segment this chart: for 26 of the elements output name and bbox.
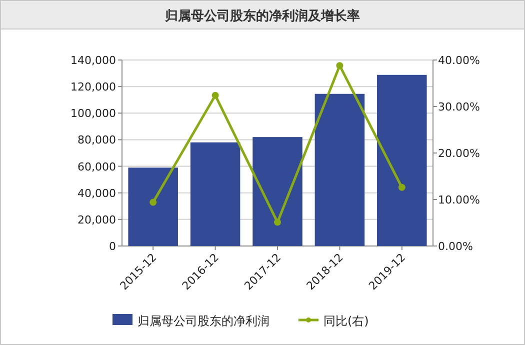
y-tick-label: 20,000 bbox=[78, 213, 116, 226]
bar bbox=[190, 142, 240, 246]
y2-tick-label: 0.00% bbox=[438, 240, 473, 253]
y-tick-label: 40,000 bbox=[78, 186, 116, 200]
y-tick-label: 80,000 bbox=[78, 134, 116, 147]
point bbox=[274, 218, 281, 226]
y-tick-label: 100,000 bbox=[70, 107, 116, 120]
bar bbox=[252, 137, 302, 246]
y2-tick-label: 20.00% bbox=[438, 147, 480, 160]
point bbox=[212, 92, 219, 99]
y-tick-label: 0 bbox=[109, 240, 116, 253]
bar bbox=[128, 168, 178, 246]
bar bbox=[314, 94, 365, 246]
y-tick-label: 120,000 bbox=[70, 80, 116, 94]
y-tick-label: 60,000 bbox=[78, 160, 116, 174]
legend-label: 同比(右) bbox=[324, 314, 369, 328]
y2-tick-label: 10.00% bbox=[438, 194, 480, 206]
point bbox=[398, 184, 406, 191]
y2-tick-label: 40.00% bbox=[438, 54, 480, 67]
point bbox=[336, 62, 344, 70]
y2-tick-label: 30.00% bbox=[438, 100, 480, 114]
legend-label: 归属母公司股东的净利润 bbox=[138, 314, 270, 328]
chart-title: 归属母公司股东的净利润及增长率 bbox=[164, 8, 360, 24]
point bbox=[150, 198, 157, 206]
bar bbox=[377, 74, 427, 246]
y-tick-label: 140,000 bbox=[70, 54, 116, 67]
